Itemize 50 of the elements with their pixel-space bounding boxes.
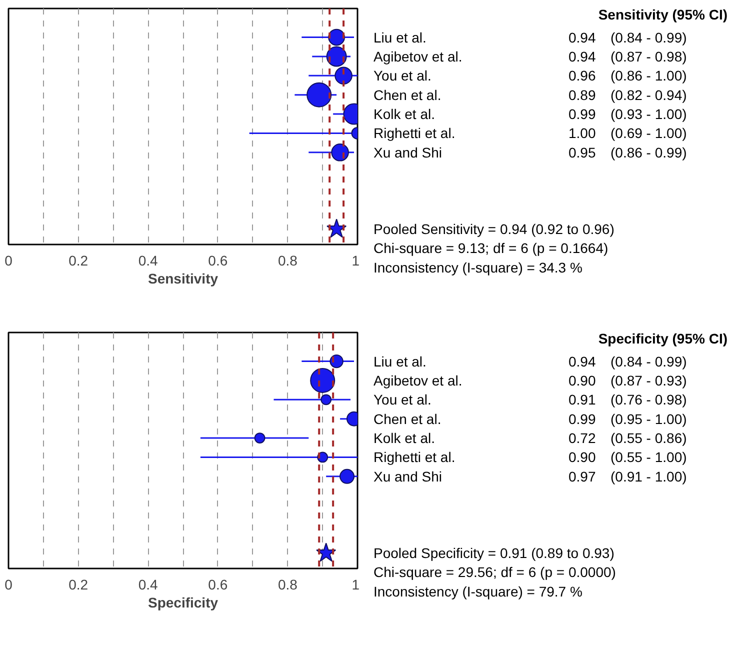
y-tick-label: Agibetov et al. <box>374 48 462 64</box>
data-label: 0.99 (0.95 - 1.00) <box>568 410 687 427</box>
y-tick-label: Liu et al. <box>374 353 426 370</box>
data-label: 0.96 (0.86 - 1.00) <box>568 68 687 84</box>
y-tick-label: Pooled Specificity = 0.91 (0.89 to 0.93) <box>374 545 614 562</box>
data-label: 0.90 (0.87 - 0.93) <box>568 372 687 388</box>
y-tick-label: Righetti et al. <box>374 449 456 466</box>
x-tick-label: 0.4 <box>138 252 158 268</box>
x-tick-label: 1 <box>352 252 360 268</box>
data-label: 1.00 (0.69 - 1.00) <box>568 125 687 142</box>
x-tick-label: 0.2 <box>68 252 88 268</box>
text: Inconsistency (I-square) = 79.7 % <box>374 583 582 600</box>
y-tick-label: Xu and Shi <box>374 468 442 484</box>
y-tick-label: Pooled Sensitivity = 0.94 (0.92 to 0.96) <box>374 221 614 238</box>
x-tick-label: 0 <box>4 252 13 268</box>
data-label: 0.97 (0.91 - 1.00) <box>568 468 687 484</box>
x-tick-label: 0.4 <box>138 576 158 592</box>
y-tick-label: You et al. <box>374 392 432 408</box>
x-tick-label: 0.8 <box>278 252 298 268</box>
data-label: 0.95 (0.86 - 0.99) <box>568 144 687 160</box>
y-tick-label: You et al. <box>374 68 432 84</box>
x-tick-label: 0.6 <box>208 576 228 592</box>
y-tick-label: Chen et al. <box>374 86 442 103</box>
y-tick-label: Righetti et al. <box>374 125 456 142</box>
y-tick-label: Xu and Shi <box>374 144 442 160</box>
x-axis-title: Sensitivity <box>148 270 218 286</box>
data-label: 0.72 (0.55 - 0.86) <box>568 430 687 446</box>
data-label: 0.89 (0.82 - 0.94) <box>568 86 687 103</box>
y-tick-label: Chen et al. <box>374 410 442 427</box>
data-label: 0.94 (0.84 - 0.99) <box>568 353 687 370</box>
y-tick-label: Kolk et al. <box>374 106 435 122</box>
x-tick-label: 0.8 <box>278 576 298 592</box>
data-label: 0.94 (0.87 - 0.98) <box>568 48 687 64</box>
x-tick-label: 0.6 <box>208 252 228 268</box>
x-axis-title: Specificity <box>148 594 218 610</box>
y-tick-label: Kolk et al. <box>374 430 435 446</box>
x-tick-label: 1 <box>352 576 360 592</box>
text: Sensitivity (95% CI) <box>598 6 728 22</box>
x-tick-label: 0 <box>4 576 13 592</box>
x-tick-label: 0.2 <box>68 576 88 592</box>
text: Inconsistency (I-square) = 34.3 % <box>374 259 582 276</box>
text: Specificity (95% CI) <box>598 330 728 346</box>
data-label: 0.90 (0.55 - 1.00) <box>568 449 687 466</box>
data-label: 0.94 (0.84 - 0.99) <box>568 29 687 46</box>
data-label: 0.91 (0.76 - 0.98) <box>568 392 687 408</box>
data-label: 0.99 (0.93 - 1.00) <box>568 106 687 122</box>
y-tick-label: Agibetov et al. <box>374 372 462 388</box>
y-tick-label: Liu et al. <box>374 29 426 46</box>
text: Chi-square = 29.56; df = 6 (p = 0.0000) <box>374 564 616 580</box>
text: Chi-square = 9.13; df = 6 (p = 0.1664) <box>374 240 608 256</box>
